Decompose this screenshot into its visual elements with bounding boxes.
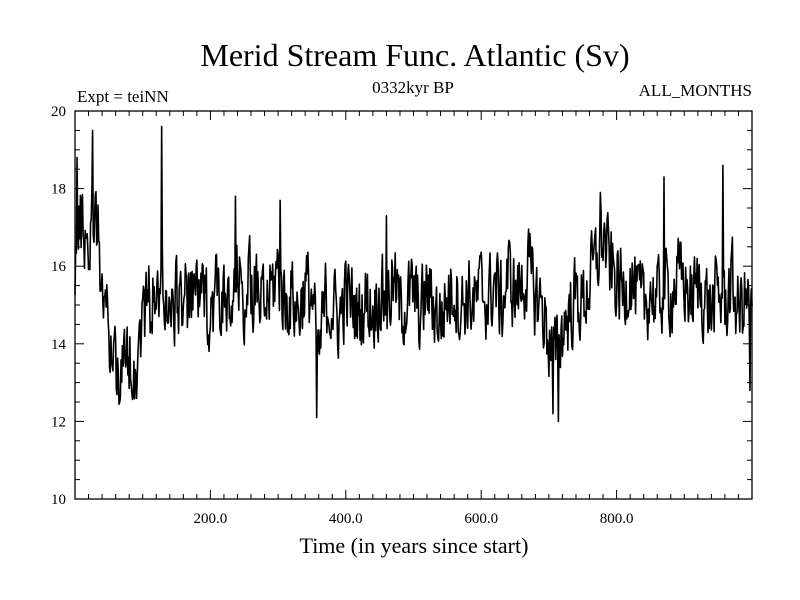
y-tick-label: 10 (51, 492, 66, 508)
subtitle-experiment: Expt = teiNN (77, 87, 169, 106)
tick-labels: 200.0 400.0 600.0 800.0 10 12 14 16 18 20 (51, 104, 633, 527)
series-line (74, 125, 753, 423)
subtitle-period: 0332kyr BP (372, 78, 454, 97)
series-layer (74, 125, 753, 423)
plot-frame (74, 110, 753, 500)
y-tick-label: 18 (51, 182, 66, 198)
y-tick-label: 16 (51, 259, 67, 275)
x-tick-label: 800.0 (600, 511, 634, 527)
x-tick-label: 400.0 (329, 511, 363, 527)
chart-title: Merid Stream Func. Atlantic (Sv) (200, 37, 629, 73)
x-axis-label: Time (in years since start) (300, 533, 529, 558)
y-tick-label: 14 (51, 337, 67, 353)
x-tick-label: 200.0 (194, 511, 228, 527)
x-tick-label: 600.0 (464, 511, 498, 527)
axis-ticks (75, 111, 752, 499)
y-tick-label: 20 (51, 104, 66, 120)
subtitle-months: ALL_MONTHS (639, 81, 752, 100)
y-tick-label: 12 (51, 414, 66, 430)
